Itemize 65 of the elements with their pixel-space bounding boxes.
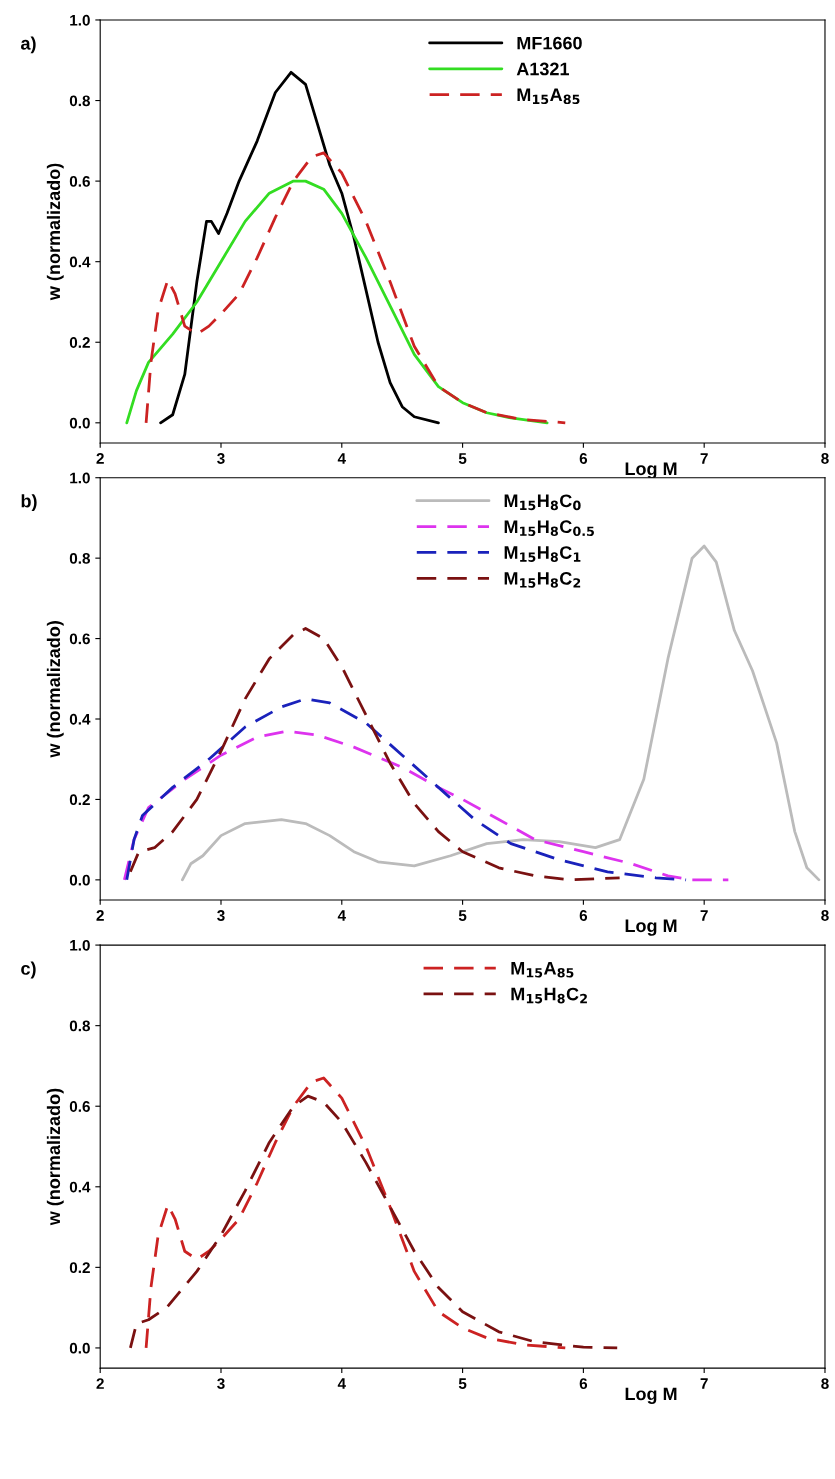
y-tick-label: 0.4	[69, 713, 91, 725]
x-tick-label: 4	[337, 1378, 346, 1389]
x-tick-label: 4	[337, 453, 346, 464]
y-axis-title: w (normalizado)	[46, 621, 64, 758]
legend-label: M$_{15}$H$_{8}$C$_{2}$	[504, 571, 581, 588]
y-tick-label: 0.2	[69, 794, 90, 806]
x-tick-label: 3	[217, 453, 225, 464]
x-tick-label: 7	[700, 910, 708, 921]
legend-label: M$_{15}$H$_{8}$C$_{0}$	[504, 494, 581, 511]
y-tick-label: 0.4	[69, 1181, 91, 1193]
legend-label: M$_{15}$H$_{8}$C$_{2}$	[511, 987, 587, 1004]
text: a)	[21, 36, 36, 54]
line-series	[122, 729, 730, 882]
x-tick-label: 2	[96, 453, 104, 464]
y-tick-label: 0.4	[69, 256, 91, 268]
y-tick-label: 0.6	[69, 1101, 90, 1112]
y-tick-label: 0.2	[69, 337, 90, 348]
x-tick-label: 5	[458, 910, 467, 921]
x-tick-label: 3	[217, 1378, 225, 1390]
y-tick-label: 0.8	[69, 553, 91, 564]
line-series	[125, 697, 688, 882]
y-tick-label: 0.0	[69, 874, 90, 886]
legend-label: MF1660	[517, 36, 582, 50]
line-series	[144, 151, 567, 425]
x-tick-label: 2	[96, 910, 104, 921]
legend-label: M$_{15}$H$_{8}$C$_{1}$	[504, 546, 581, 562]
line-series	[180, 544, 821, 882]
x-tick-label: 4	[337, 910, 346, 921]
y-axis-title: w (normalizado)	[46, 1088, 64, 1226]
x-tick-label: 6	[579, 453, 588, 464]
x-tick-label: 5	[458, 1378, 467, 1390]
x-tick-label: 5	[458, 453, 467, 464]
x-tick-label: 8	[821, 910, 829, 921]
x-tick-label: 3	[217, 910, 225, 921]
y-tick-label: 1.0	[70, 14, 90, 26]
text: b)	[21, 494, 37, 512]
x-tick-label: 8	[821, 453, 829, 464]
x-axis-title: Log M	[625, 1387, 677, 1404]
x-tick-label: 6	[579, 910, 588, 921]
y-tick-label: 0.6	[69, 175, 90, 187]
y-tick-label: 0.8	[69, 1020, 91, 1032]
line-series	[144, 1076, 567, 1350]
legend-label: A1321	[516, 62, 569, 76]
line-series	[129, 1094, 619, 1350]
x-axis-title: Log M	[625, 919, 677, 936]
line-series	[159, 70, 440, 425]
y-tick-label: 0.0	[69, 417, 90, 429]
y-tick-label: 0.6	[69, 633, 90, 645]
x-tick-label: 8	[821, 1378, 829, 1390]
y-tick-label: 0.8	[69, 95, 91, 107]
x-tick-label: 2	[96, 1378, 104, 1389]
y-axis-title: w (normalizado)	[46, 163, 64, 301]
x-axis-title: Log M	[625, 462, 677, 479]
legend-label: M$_{15}$A$_{85}$	[511, 961, 574, 978]
x-tick-label: 7	[700, 1378, 708, 1389]
y-tick-label: 0.2	[69, 1262, 90, 1274]
y-tick-label: 1.0	[70, 472, 90, 484]
y-tick-label: 1.0	[70, 939, 90, 951]
legend-label: M$_{15}$H$_{8}$C$_{0.5}$	[504, 520, 594, 537]
legend-label: M$_{15}$A$_{85}$	[517, 88, 580, 105]
text: c)	[21, 961, 36, 979]
x-tick-label: 6	[579, 1378, 588, 1390]
x-tick-label: 7	[700, 453, 708, 464]
y-tick-label: 0.0	[69, 1342, 90, 1354]
line-series	[129, 627, 622, 882]
